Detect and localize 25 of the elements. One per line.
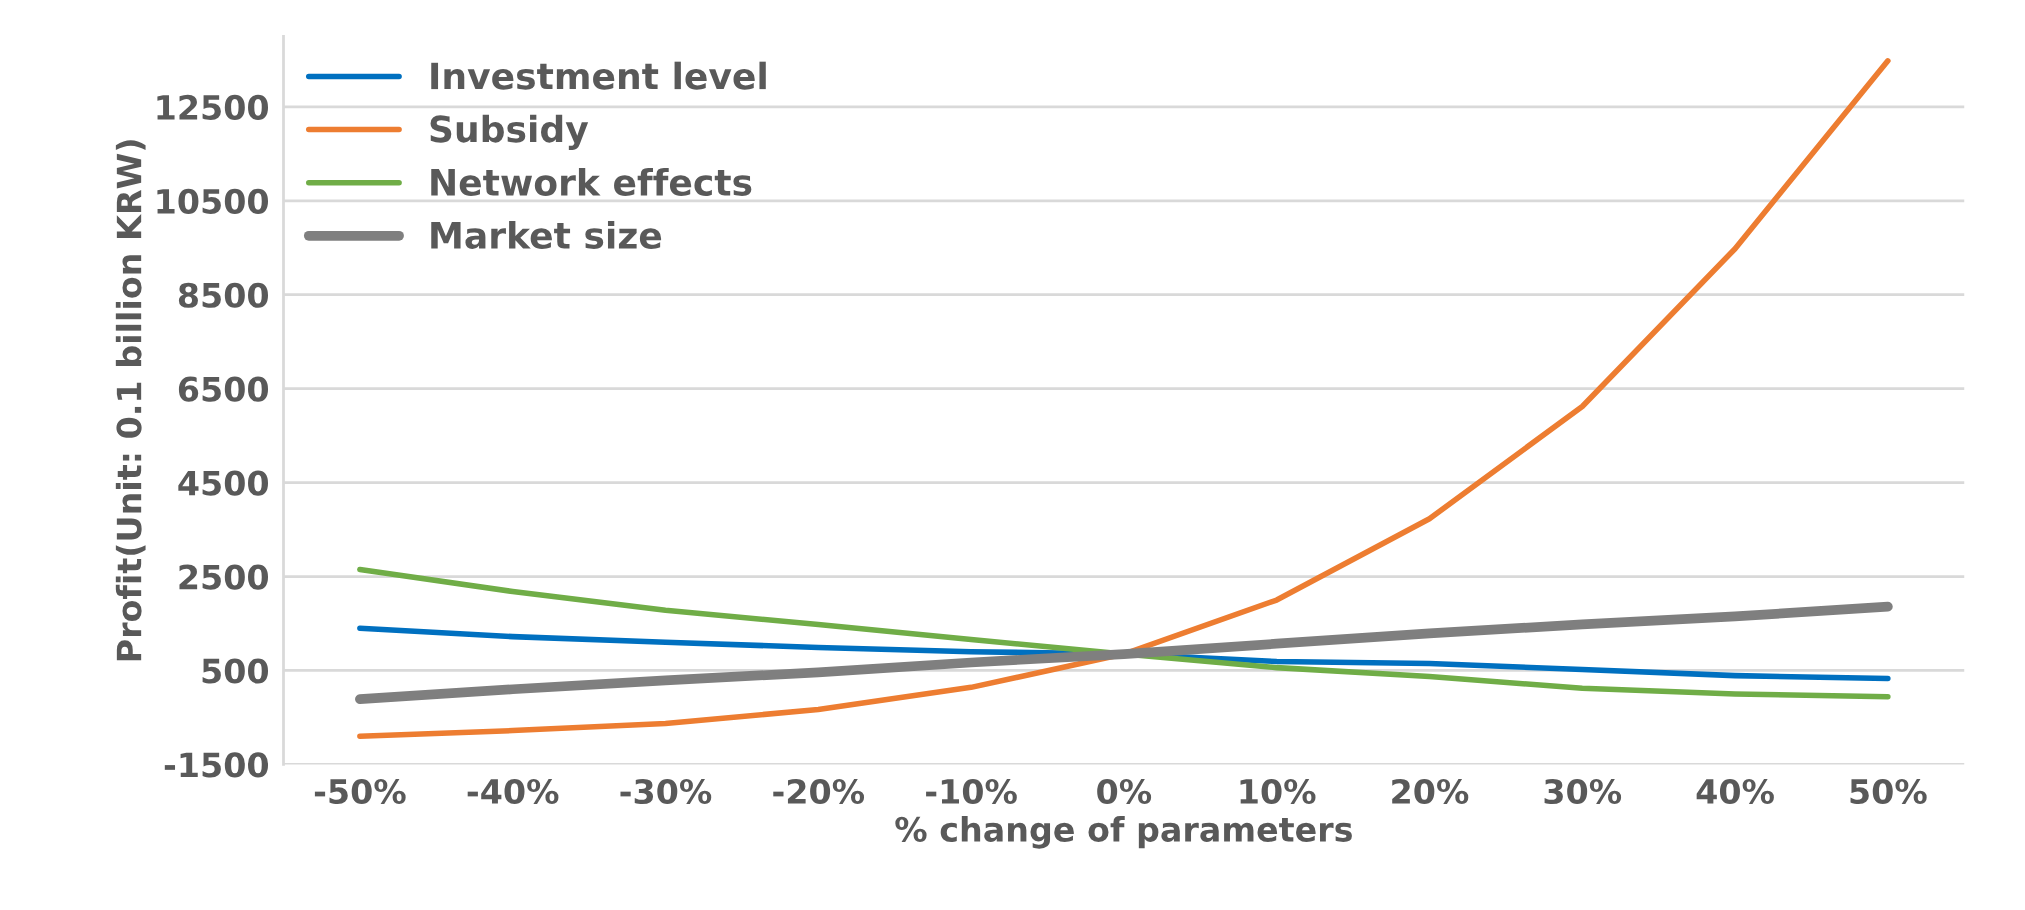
legend-label: Subsidy xyxy=(430,114,589,150)
x-tick-label: -40% xyxy=(467,778,559,805)
x-tick-label: -50% xyxy=(314,778,406,805)
y-tick-label: -1500 xyxy=(164,752,269,778)
x-tick-label: 50% xyxy=(1850,778,1927,805)
legend-label: Network effects xyxy=(431,167,752,196)
legend-label: Investment level xyxy=(431,61,766,90)
y-tick-label: 2500 xyxy=(179,564,269,590)
legend-label: Market size xyxy=(431,220,662,249)
y-tick-label: 500 xyxy=(202,658,269,684)
y-tick-label: 6500 xyxy=(178,376,269,402)
y-tick-label: 4500 xyxy=(178,470,269,496)
x-tick-label: 20% xyxy=(1392,778,1469,805)
x-tick-label: -20% xyxy=(773,778,865,805)
x-tick-label: 30% xyxy=(1544,778,1622,805)
x-tick-label: 10% xyxy=(1240,778,1316,805)
x-tick-label: 0% xyxy=(1097,778,1152,805)
x-tick-label: -10% xyxy=(926,778,1017,805)
y-tick-label: 10500 xyxy=(157,188,269,214)
y-tick-label: 8500 xyxy=(178,282,269,308)
x-axis-title: % change of parameters xyxy=(895,816,1352,849)
x-tick-label: 40% xyxy=(1696,778,1774,805)
y-tick-label: 12500 xyxy=(157,94,269,120)
x-tick-label: -30% xyxy=(620,778,712,805)
y-axis-title: Profit(Unit: 0.1 billion KRW) xyxy=(115,140,146,661)
